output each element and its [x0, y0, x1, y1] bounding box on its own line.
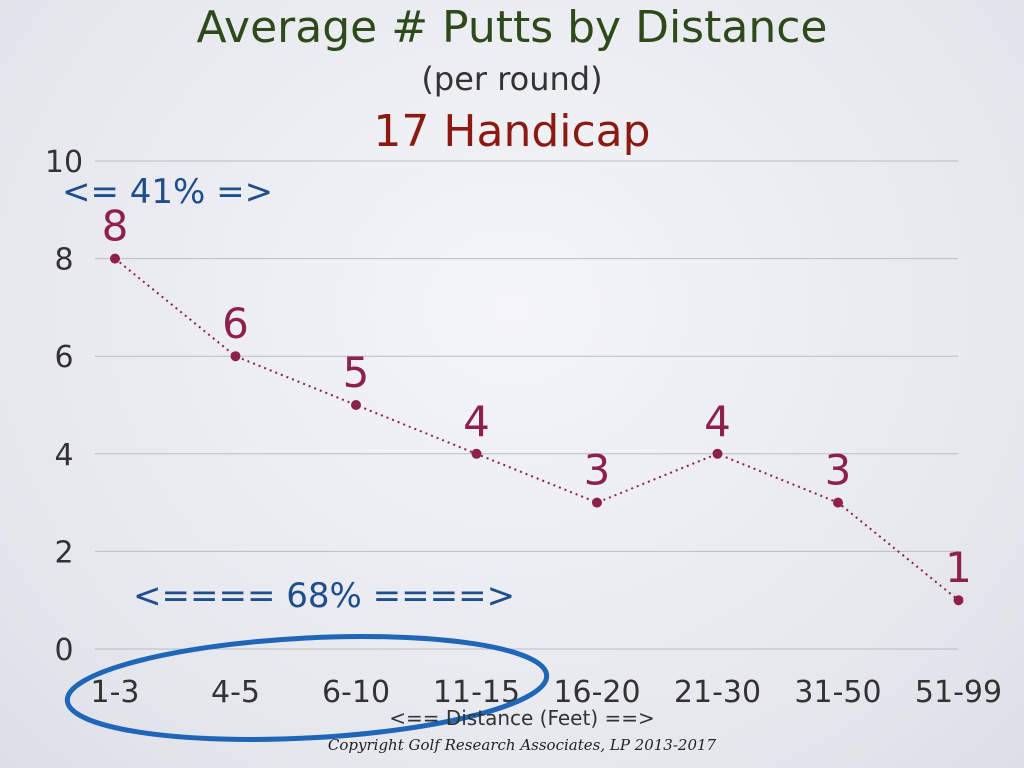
x-tick-label-16-20: 16-20 [553, 675, 640, 710]
y-tick-label-6: 6 [54, 340, 73, 375]
chart-subtitle: (per round) [421, 60, 603, 98]
grid-layer [95, 160, 958, 650]
data-labels: 8 6 5 4 3 4 3 1 [102, 202, 972, 593]
x-axis-label: <== Distance (Feet) ==> [389, 706, 655, 730]
data-points [110, 253, 964, 606]
x-tick-label-6-10: 6-10 [322, 675, 390, 710]
data-label-6-10: 5 [343, 348, 370, 397]
data-label-51-99: 1 [945, 543, 972, 592]
highlight-ellipse [64, 634, 550, 742]
x-tick-label-1-3: 1-3 [91, 675, 140, 710]
x-tick-label-51-99: 51-99 [915, 675, 1002, 710]
data-label-31-50: 3 [825, 446, 852, 495]
x-tick-label-21-30: 21-30 [674, 675, 761, 710]
data-label-1-3: 8 [102, 202, 129, 251]
x-tick-label-4-5: 4-5 [211, 675, 260, 710]
data-point-11-15 [471, 448, 482, 459]
copyright-text: Copyright Golf Research Associates, LP 2… [327, 736, 717, 754]
data-point-31-50 [833, 497, 843, 508]
annotation-68-percent: <==== 68% ====> [133, 576, 515, 616]
data-point-51-99 [953, 595, 964, 606]
y-tick-label-8: 8 [54, 243, 73, 278]
y-tick-label-0: 0 [54, 633, 73, 668]
y-tick-labels: 0 2 4 6 8 10 [45, 145, 83, 668]
y-tick-label-10: 10 [45, 145, 83, 180]
chart-subtitle-handicap: 17 Handicap [373, 106, 651, 157]
data-label-11-15: 4 [463, 397, 490, 446]
series-line [114, 257, 960, 601]
data-point-21-30 [712, 448, 723, 459]
data-point-6-10 [351, 400, 361, 410]
data-label-4-5: 6 [222, 299, 249, 348]
annotation-41-percent: <= 41% => [62, 172, 273, 212]
x-tick-label-31-50: 31-50 [794, 675, 881, 710]
chart-title: Average # Putts by Distance [196, 2, 828, 53]
data-point-16-20 [592, 497, 602, 508]
y-tick-label-4: 4 [54, 438, 73, 473]
data-label-16-20: 3 [584, 446, 611, 495]
data-point-1-3 [110, 253, 120, 264]
data-point-4-5 [230, 351, 241, 362]
x-tick-labels: 1-3 4-5 6-10 11-15 16-20 21-30 31-50 51-99 [91, 675, 1003, 710]
y-tick-label-2: 2 [54, 535, 73, 570]
data-label-21-30: 4 [704, 397, 731, 446]
